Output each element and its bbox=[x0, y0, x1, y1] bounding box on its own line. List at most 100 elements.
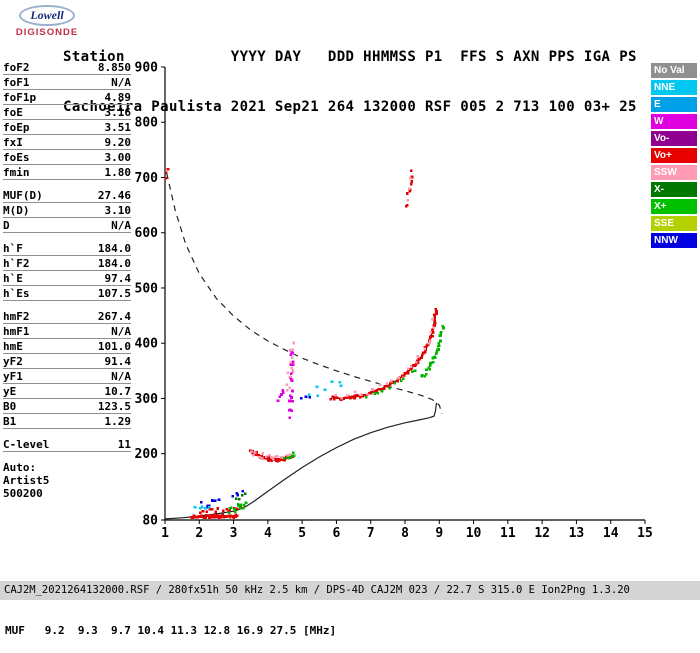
panel-footer-line: Auto: bbox=[3, 461, 37, 474]
param-label: foF1p bbox=[3, 91, 37, 104]
header-block: Station YYYY DAY DDD HHMMSS P1 FFS S AXN… bbox=[63, 16, 637, 132]
param-label: M(D) bbox=[3, 204, 30, 217]
svg-text:14: 14 bbox=[603, 526, 619, 541]
svg-text:200: 200 bbox=[135, 447, 159, 462]
param-row: h`F2 184.0 bbox=[3, 257, 131, 271]
svg-text:6: 6 bbox=[333, 526, 341, 541]
param-row: M(D) 3.10 bbox=[3, 204, 131, 218]
svg-text:9: 9 bbox=[435, 526, 443, 541]
param-value: N/A bbox=[111, 76, 131, 89]
param-row: foF2 8.850 bbox=[3, 61, 131, 75]
lowell-digisonde-logo: Lowell DIGISONDE bbox=[4, 4, 90, 38]
param-label: h`F2 bbox=[3, 257, 30, 270]
param-value: 10.7 bbox=[104, 385, 132, 398]
param-value: 9.20 bbox=[104, 136, 132, 149]
param-label: foF1 bbox=[3, 76, 30, 89]
param-row: foEs 3.00 bbox=[3, 151, 131, 165]
param-row: MUF(D) 27.46 bbox=[3, 189, 131, 203]
svg-text:5: 5 bbox=[298, 526, 306, 541]
svg-text:1: 1 bbox=[161, 526, 169, 541]
param-value: 91.4 bbox=[104, 355, 132, 368]
legend-entry-vo-plus: Vo+ bbox=[651, 148, 697, 163]
panel-footer-line: 500200 bbox=[3, 487, 43, 500]
legend-entry-no-val: No Val bbox=[651, 63, 697, 78]
svg-text:10: 10 bbox=[466, 526, 482, 541]
param-row: yE 10.7 bbox=[3, 385, 131, 399]
param-row: yF2 91.4 bbox=[3, 355, 131, 369]
param-label: h`E bbox=[3, 272, 23, 285]
param-label: yF2 bbox=[3, 355, 23, 368]
svg-text:15: 15 bbox=[637, 526, 652, 541]
legend-entry-nne: NNE bbox=[651, 80, 697, 95]
param-row: hmF1 N/A bbox=[3, 325, 131, 339]
param-label: MUF(D) bbox=[3, 189, 43, 202]
logo-lowell-text: Lowell bbox=[30, 8, 64, 22]
param-row: B0 123.5 bbox=[3, 400, 131, 414]
legend: No Val NNE E W Vo- Vo+ SSW X- X+ SSE NNW bbox=[651, 63, 697, 250]
header-line-1: Station YYYY DAY DDD HHMMSS P1 FFS S AXN… bbox=[63, 49, 637, 65]
param-row: C-level 11 bbox=[3, 438, 131, 452]
legend-entry-vo-minus: Vo- bbox=[651, 131, 697, 146]
parameter-panel: foF2 8.850 foF1 N/A foF1p 4.89 foE 3.16 foEp 3.51… bbox=[3, 61, 131, 500]
svg-text:7: 7 bbox=[367, 526, 375, 541]
param-value: 8.850 bbox=[97, 61, 131, 74]
param-row: yF1 N/A bbox=[3, 370, 131, 384]
parameter-group: C-level 11 bbox=[3, 438, 131, 452]
param-row: hmF2 267.4 bbox=[3, 310, 131, 324]
param-value: N/A bbox=[111, 219, 131, 232]
status-bar: CAJ2M_2021264132000.RSF / 280fx51h 50 kH… bbox=[0, 581, 700, 600]
param-value: N/A bbox=[111, 370, 131, 383]
param-label: fxI bbox=[3, 136, 23, 149]
parameter-group: h`F 184.0 h`F2 184.0 h`E 97.4 h`Es 107.5 bbox=[3, 242, 131, 301]
legend-entry-ssw: SSW bbox=[651, 165, 697, 180]
parameter-group: MUF(D) 27.46 M(D) 3.10 D N/A bbox=[3, 189, 131, 233]
svg-text:400: 400 bbox=[135, 337, 159, 352]
param-row: D N/A bbox=[3, 219, 131, 233]
legend-entry-w: W bbox=[651, 114, 697, 129]
param-value: 27.46 bbox=[97, 189, 131, 202]
param-label: hmF1 bbox=[3, 325, 30, 338]
param-label: hmE bbox=[3, 340, 23, 353]
svg-text:2: 2 bbox=[195, 526, 203, 541]
param-value: 3.10 bbox=[104, 204, 132, 217]
param-value: 123.5 bbox=[97, 400, 131, 413]
param-row: B1 1.29 bbox=[3, 415, 131, 429]
param-value: 107.5 bbox=[97, 287, 131, 300]
param-label: foEp bbox=[3, 121, 30, 134]
param-row: foE 3.16 bbox=[3, 106, 131, 120]
legend-entry-sse: SSE bbox=[651, 216, 697, 231]
svg-text:4: 4 bbox=[264, 526, 272, 541]
panel-footer-line: Artist5 bbox=[3, 474, 50, 487]
logo-oval: Lowell bbox=[19, 5, 75, 26]
muf-row: MUF 9.2 9.3 9.7 10.4 11.3 12.8 16.9 27.5… bbox=[5, 623, 337, 637]
param-row: foF1p 4.89 bbox=[3, 91, 131, 105]
svg-text:13: 13 bbox=[569, 526, 585, 541]
param-value: 1.80 bbox=[104, 166, 132, 179]
param-label: B1 bbox=[3, 415, 17, 428]
param-row: fmin 1.80 bbox=[3, 166, 131, 180]
svg-text:800: 800 bbox=[135, 116, 159, 131]
legend-entry-nnw: NNW bbox=[651, 233, 697, 248]
param-value: 3.00 bbox=[104, 151, 132, 164]
param-value: 3.16 bbox=[104, 106, 132, 119]
svg-text:500: 500 bbox=[135, 281, 159, 296]
param-label: B0 bbox=[3, 400, 17, 413]
svg-text:600: 600 bbox=[135, 226, 159, 241]
header-line-2: Cachoeira Paulista 2021 Sep21 264 132000… bbox=[63, 98, 637, 115]
param-value: 184.0 bbox=[97, 242, 131, 255]
svg-text:8: 8 bbox=[401, 526, 409, 541]
param-value: N/A bbox=[111, 325, 131, 338]
param-value: 101.0 bbox=[97, 340, 131, 353]
svg-text:12: 12 bbox=[534, 526, 550, 541]
logo-digisonde-text: DIGISONDE bbox=[15, 27, 79, 38]
param-row: hmE 101.0 bbox=[3, 340, 131, 354]
param-label: h`Es bbox=[3, 287, 30, 300]
legend-entry-x-plus: X+ bbox=[651, 199, 697, 214]
legend-entry-x-minus: X- bbox=[651, 182, 697, 197]
param-label: C-level bbox=[3, 438, 50, 451]
param-value: 11 bbox=[117, 438, 131, 451]
parameter-group: foF2 8.850 foF1 N/A foF1p 4.89 foE 3.16 foEp 3.51… bbox=[3, 61, 131, 180]
param-value: 97.4 bbox=[104, 272, 132, 285]
